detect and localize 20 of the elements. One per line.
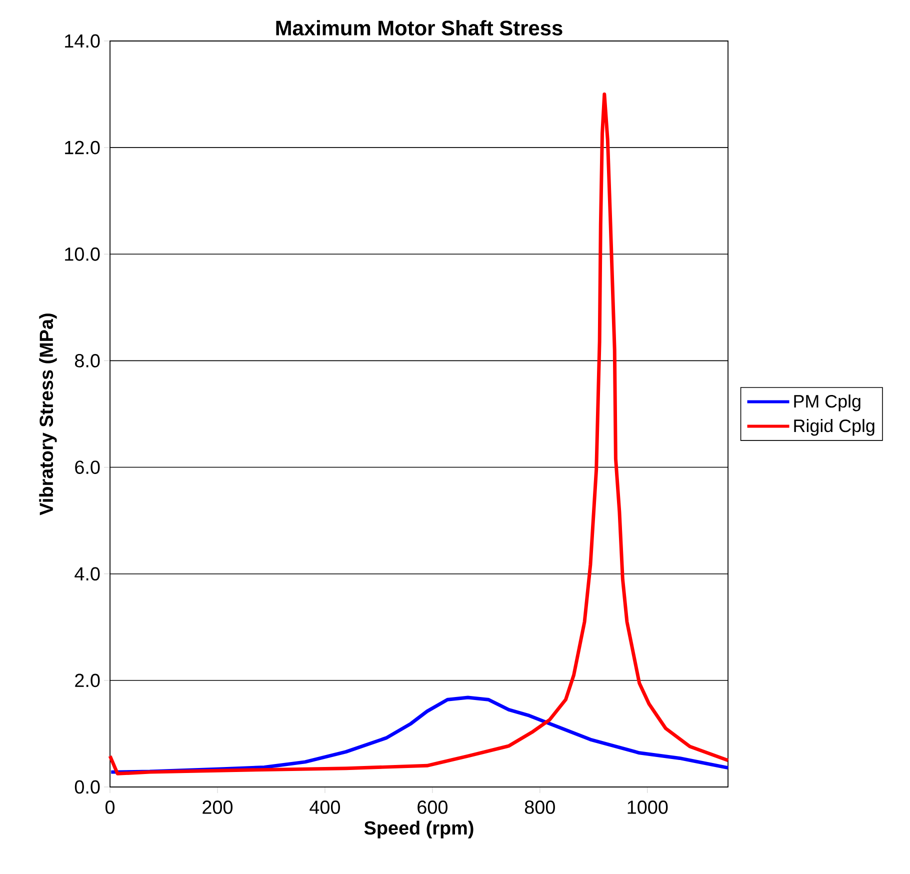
y-tick-label: 0.0 [74,780,100,794]
y-tick-label: 12.0 [65,140,100,154]
x-tick-label: 0 [105,800,115,814]
x-tick-label: 600 [418,800,448,814]
y-tick-label: 6.0 [75,460,100,474]
legend-label: Rigid Cplg [794,418,874,436]
y-tick-label: 2.0 [75,674,100,688]
legend-label: PM Cplg [794,394,860,412]
chart-title: Maximum Motor Shaft Stress [276,20,562,36]
x-tick-label: 800 [524,800,555,814]
x-tick-label: 400 [310,800,340,814]
y-tick-label: 14.0 [65,34,100,48]
y-tick-label: 10.0 [65,247,100,261]
y-axis-title: Vibratory Stress (MPa) [39,314,57,516]
y-tick-label: 4.0 [74,567,100,581]
x-tick-label: 200 [202,800,233,814]
x-axis-title: Speed (rpm) [364,820,474,838]
y-tick-label: 8.0 [75,354,100,368]
x-tick-label: 1000 [628,800,668,814]
line-series [108,92,730,776]
